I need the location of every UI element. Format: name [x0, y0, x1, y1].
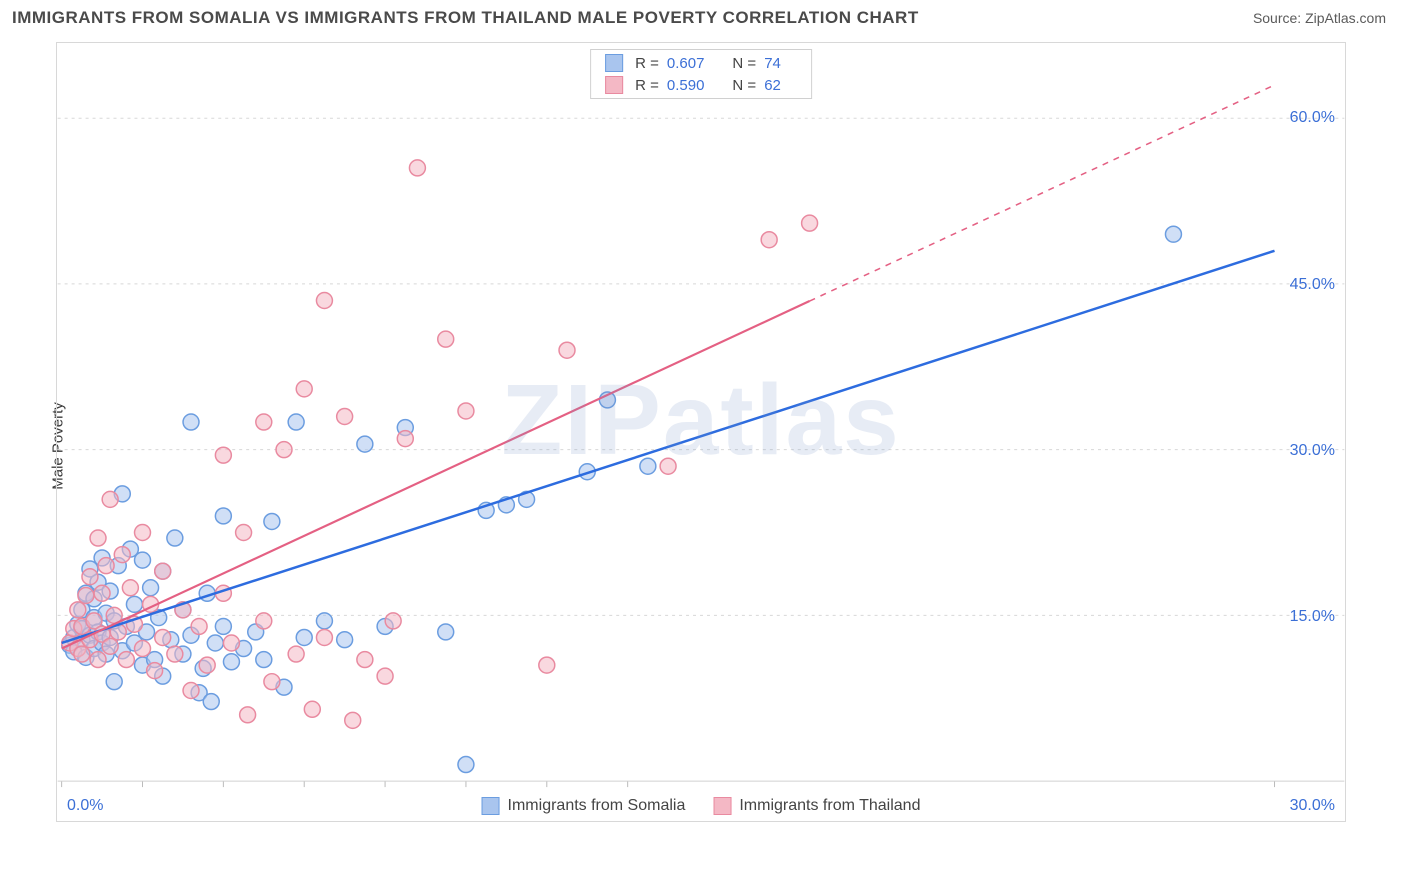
y-tick-label: 45.0%: [1290, 276, 1335, 294]
legend-label: Immigrants from Somalia: [508, 797, 686, 815]
swatch-icon: [713, 797, 731, 815]
y-tick-label: 60.0%: [1290, 109, 1335, 127]
swatch-icon: [605, 76, 623, 94]
y-tick-label: 30.0%: [1290, 442, 1335, 460]
n-label: N =: [732, 55, 756, 72]
swatch-icon: [605, 54, 623, 72]
legend-item: Immigrants from Thailand: [713, 797, 920, 815]
swatch-icon: [482, 797, 500, 815]
legend-label: Immigrants from Thailand: [739, 797, 920, 815]
r-value: 0.590: [667, 77, 705, 94]
r-label: R =: [635, 55, 659, 72]
scatter-plot-svg: [57, 43, 1345, 821]
n-value: 62: [764, 77, 781, 94]
legend-stats-row: R = 0.590 N = 62: [591, 74, 811, 96]
r-label: R =: [635, 77, 659, 94]
chart-title: IMMIGRANTS FROM SOMALIA VS IMMIGRANTS FR…: [12, 8, 919, 28]
header: IMMIGRANTS FROM SOMALIA VS IMMIGRANTS FR…: [0, 0, 1406, 32]
legend-categories: Immigrants from Somalia Immigrants from …: [482, 797, 921, 815]
y-tick-label: 15.0%: [1290, 608, 1335, 626]
r-value: 0.607: [667, 55, 705, 72]
legend-stats-row: R = 0.607 N = 74: [591, 52, 811, 74]
chart-area: ZIPatlas R = 0.607 N = 74 R = 0.590 N = …: [56, 42, 1346, 822]
n-value: 74: [764, 55, 781, 72]
x-axis-min-label: 0.0%: [67, 797, 103, 815]
x-axis-max-label: 30.0%: [1290, 797, 1335, 815]
legend-item: Immigrants from Somalia: [482, 797, 686, 815]
source-label: Source: ZipAtlas.com: [1253, 10, 1386, 26]
legend-stats: R = 0.607 N = 74 R = 0.590 N = 62: [590, 49, 812, 99]
n-label: N =: [732, 77, 756, 94]
